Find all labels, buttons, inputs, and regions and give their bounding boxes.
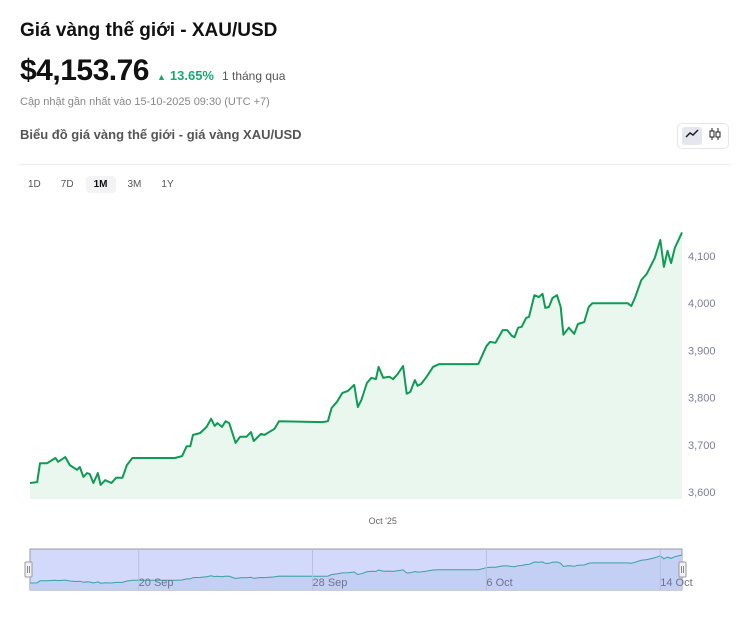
price-area <box>30 232 682 499</box>
price-line <box>29 231 683 486</box>
range-1y[interactable]: 1Y <box>161 179 174 190</box>
navigator-handle-left[interactable] <box>24 561 33 578</box>
navigator-area <box>30 555 682 590</box>
navigator-line <box>29 554 683 584</box>
price-row: $4,153.76 ▲ 13.65% 1 tháng qua <box>20 54 285 88</box>
y-tick-label: 3,800 <box>688 393 716 405</box>
range-selector: 1D 7D 1M 3M 1Y <box>20 176 182 193</box>
current-price: $4,153.76 <box>20 54 149 87</box>
last-updated: Cập nhật gần nhất vào 15-10-2025 09:30 (… <box>20 96 270 108</box>
chart-type-toggle <box>677 123 729 149</box>
range-1m[interactable]: 1M <box>85 176 116 193</box>
chart-subtitle: Biểu đồ giá vàng thế giới - giá vàng XAU… <box>20 127 302 142</box>
range-7d[interactable]: 7D <box>60 179 74 190</box>
line-chart-icon[interactable] <box>682 127 702 145</box>
navigator[interactable]: 20 Sep 28 Sep 6 Oct 14 Oct <box>24 548 693 591</box>
y-tick-label: 3,700 <box>688 440 716 452</box>
price-change: ▲ 13.65% <box>157 68 214 83</box>
candlestick-icon[interactable] <box>705 127 725 145</box>
triangle-up-icon: ▲ <box>156 72 166 82</box>
range-1d[interactable]: 1D <box>28 179 41 190</box>
main-plot: 3,600 3,700 3,800 3,900 4,000 4,100 Oct '25 <box>29 231 716 526</box>
navigator-label: 20 Sep <box>139 577 174 589</box>
y-tick-label: 4,000 <box>688 298 716 310</box>
range-3m[interactable]: 3M <box>127 179 142 190</box>
change-period: 1 tháng qua <box>221 69 286 83</box>
x-tick-label: Oct '25 <box>369 516 397 526</box>
divider <box>20 164 730 165</box>
change-percent: 13.65% <box>169 68 214 83</box>
page-title: Giá vàng thế giới - XAU/USD <box>20 20 278 41</box>
y-tick-label: 3,900 <box>688 345 716 357</box>
navigator-label: 6 Oct <box>486 577 512 589</box>
navigator-handle-right[interactable] <box>678 561 687 578</box>
navigator-label: 14 Oct <box>660 577 692 589</box>
y-tick-label: 3,600 <box>688 487 716 499</box>
y-tick-label: 4,100 <box>688 251 716 263</box>
navigator-label: 28 Sep <box>313 577 348 589</box>
